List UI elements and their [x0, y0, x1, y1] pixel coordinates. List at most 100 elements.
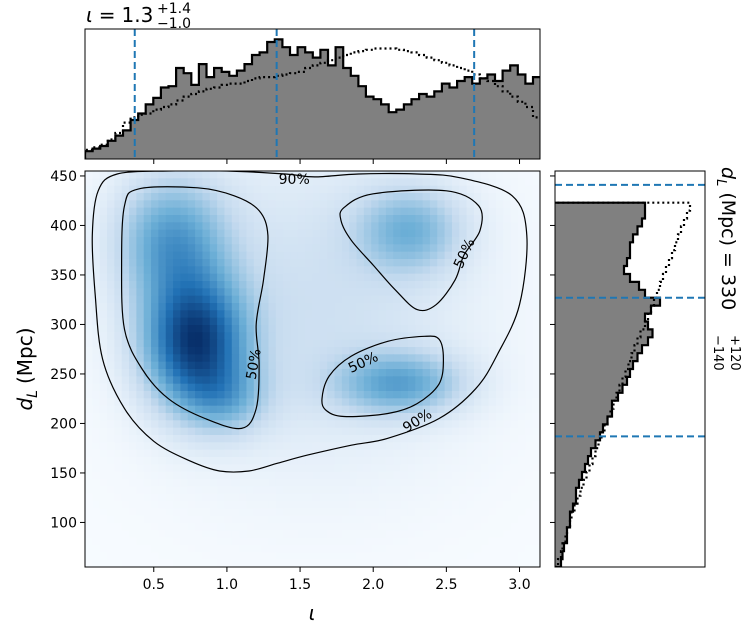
heatmap-cell	[268, 552, 277, 561]
heatmap-cell	[239, 383, 248, 392]
heatmap-cell	[319, 281, 328, 289]
heatmap-cell	[143, 464, 152, 473]
heatmap-cell	[173, 464, 181, 473]
heatmap-cell	[437, 229, 446, 238]
heatmap-cell	[261, 281, 270, 289]
heatmap-cell	[385, 222, 394, 231]
heatmap-cell	[180, 171, 189, 179]
heatmap-cell	[275, 178, 284, 187]
heatmap-cell	[290, 376, 299, 385]
heatmap-cell	[239, 486, 248, 495]
heatmap-cell	[165, 501, 174, 509]
heatmap-cell	[165, 332, 174, 341]
heatmap-cell	[165, 537, 174, 546]
heatmap-cell	[466, 376, 475, 385]
heatmap-cell	[202, 449, 211, 458]
heatmap-cell	[253, 171, 262, 179]
heatmap-cell	[363, 361, 372, 370]
heatmap-cell	[246, 303, 255, 311]
heatmap-cell	[187, 193, 196, 201]
heatmap-cell	[319, 457, 328, 465]
heatmap-cell	[481, 442, 490, 451]
heatmap-cell	[451, 185, 460, 194]
heatmap-cell	[429, 493, 438, 502]
heatmap-cell	[217, 442, 226, 451]
heatmap-cell	[495, 471, 504, 480]
heatmap-cell	[114, 251, 123, 260]
heatmap-cell	[305, 479, 314, 487]
heatmap-cell	[349, 288, 358, 297]
heatmap-cell	[239, 317, 248, 326]
heatmap-cell	[363, 207, 372, 216]
heatmap-cell	[378, 273, 387, 282]
heatmap-cell	[451, 354, 460, 363]
heatmap-cell	[239, 537, 248, 546]
heatmap-cell	[209, 383, 218, 392]
heatmap-cell	[495, 376, 504, 385]
heatmap-cell	[393, 457, 402, 465]
heatmap-cell	[217, 545, 226, 553]
heatmap-cell	[532, 515, 540, 524]
heatmap-cell	[136, 464, 145, 473]
heatmap-cell	[99, 229, 108, 238]
heatmap-cell	[385, 435, 394, 443]
heatmap-cell	[517, 486, 526, 495]
heatmap-cell	[525, 288, 534, 297]
heatmap-cell	[437, 427, 446, 436]
heatmap-cell	[532, 273, 540, 282]
heatmap-cell	[363, 435, 372, 443]
heatmap-cell	[99, 413, 108, 421]
heatmap-cell	[195, 361, 204, 370]
heatmap-cell	[290, 493, 299, 502]
heatmap-cell	[246, 361, 255, 370]
heatmap-cell	[107, 523, 115, 531]
heatmap-cell	[481, 398, 490, 407]
heatmap-cell	[488, 383, 497, 392]
heatmap-cell	[451, 471, 460, 480]
heatmap-cell	[99, 178, 108, 187]
heatmap-cell	[422, 310, 431, 319]
heatmap-cell	[99, 171, 108, 179]
heatmap-cell	[209, 530, 218, 539]
heatmap-cell	[437, 200, 446, 209]
heatmap-cell	[99, 508, 108, 517]
heatmap-cell	[268, 332, 277, 341]
heatmap-cell	[297, 420, 306, 429]
heatmap-cell	[466, 295, 475, 304]
heatmap-cell	[275, 464, 284, 473]
heatmap-cell	[187, 383, 196, 392]
heatmap-cell	[290, 325, 299, 333]
heatmap-cell	[217, 361, 226, 370]
x-tick-label: 1.0	[216, 577, 238, 593]
heatmap-cell	[180, 523, 189, 531]
heatmap-cell	[209, 347, 218, 355]
heatmap-cell	[231, 178, 240, 187]
heatmap-cell	[136, 405, 145, 414]
heatmap-cell	[371, 273, 380, 282]
heatmap-cell	[525, 229, 534, 238]
heatmap-cell	[136, 193, 145, 201]
heatmap-cell	[473, 552, 482, 561]
heatmap-cell	[305, 391, 314, 399]
heatmap-cell	[195, 391, 204, 399]
heatmap-cell	[195, 464, 204, 473]
heatmap-cell	[503, 442, 512, 451]
heatmap-cell	[451, 486, 460, 495]
heatmap-cell	[429, 273, 438, 282]
heatmap-cell	[349, 435, 358, 443]
heatmap-cell	[525, 376, 534, 385]
heatmap-cell	[341, 515, 350, 524]
heatmap-cell	[165, 398, 174, 407]
heatmap-cell	[385, 295, 394, 304]
heatmap-cell	[231, 493, 240, 502]
heatmap-cell	[129, 222, 137, 231]
heatmap-cell	[363, 171, 372, 179]
heatmap-cell	[488, 200, 497, 209]
heatmap-cell	[415, 178, 424, 187]
heatmap-cell	[393, 530, 402, 539]
heatmap-cell	[121, 383, 130, 392]
y-tick-label: 450	[50, 169, 77, 185]
heatmap-cell	[261, 185, 270, 194]
heatmap-cell	[92, 383, 101, 392]
heatmap-cell	[437, 347, 446, 355]
